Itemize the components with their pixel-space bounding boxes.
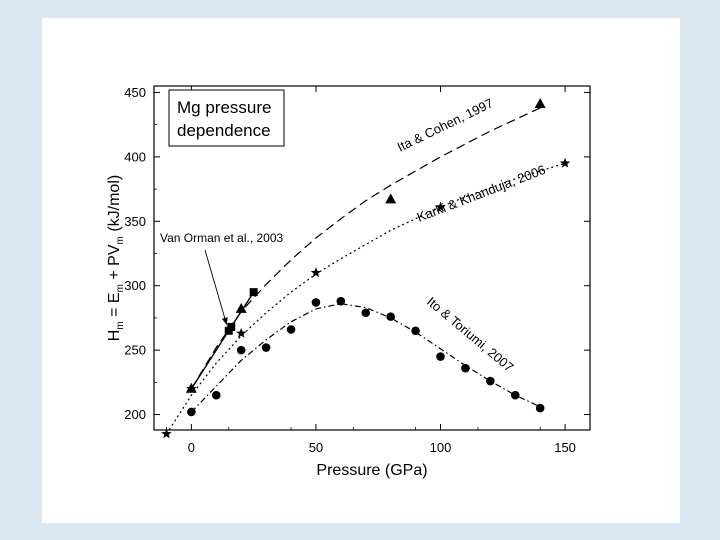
y-label-h: H bbox=[106, 330, 123, 342]
data-point-circle bbox=[261, 343, 271, 352]
y-label-eq: = E bbox=[106, 292, 123, 321]
slide-background: 0 50 100 150 200 250 300 350 400 450 Mg pressure … bbox=[42, 18, 680, 523]
y-label-h-sub: m bbox=[115, 321, 126, 329]
series-markers bbox=[161, 98, 571, 439]
y-tick-label: 200 bbox=[124, 407, 146, 422]
y-axis-label: Hm = Em + PVm (kJ/mol) bbox=[106, 175, 126, 341]
data-point-circle bbox=[386, 312, 395, 321]
data-point-star bbox=[310, 267, 322, 278]
series-line bbox=[190, 107, 541, 390]
x-tick-label: 0 bbox=[188, 440, 195, 455]
x-tick-label: 50 bbox=[309, 440, 323, 455]
y-label-unit: (kJ/mol) bbox=[106, 175, 123, 236]
data-point-square bbox=[227, 322, 236, 331]
data-point-star bbox=[236, 327, 247, 338]
data-point-circle bbox=[336, 296, 346, 306]
data-point-circle bbox=[461, 363, 470, 373]
annotation-van-orman: Van Orman et al., 2003 bbox=[160, 231, 284, 245]
series-line bbox=[165, 162, 566, 435]
annotation-ito-toriumi: Ito & Toriumi, 2007 bbox=[424, 294, 516, 375]
title-line-1: Mg pressure bbox=[177, 98, 271, 117]
data-point-triangle bbox=[534, 98, 546, 109]
data-point-circle bbox=[486, 376, 495, 386]
y-label-e-sub: m bbox=[115, 284, 126, 292]
x-tick-label: 100 bbox=[430, 440, 452, 455]
series-line bbox=[190, 303, 541, 413]
y-label-v-sub: m bbox=[115, 236, 126, 244]
data-point-circle bbox=[187, 407, 196, 417]
data-point-triangle bbox=[385, 193, 397, 204]
data-point-star bbox=[186, 383, 197, 394]
data-point-circle bbox=[286, 325, 296, 334]
data-point-circle bbox=[211, 390, 221, 400]
data-point-circle bbox=[361, 308, 371, 318]
data-point-star bbox=[435, 201, 446, 212]
y-tick-label: 250 bbox=[124, 343, 146, 358]
series-line bbox=[190, 291, 255, 390]
title-line-2: dependence bbox=[177, 121, 271, 140]
data-point-circle bbox=[311, 298, 321, 307]
data-point-circle bbox=[510, 390, 520, 400]
data-point-star bbox=[161, 428, 172, 439]
annotation-karki-khanduja: Karki & Khanduja, 2006 bbox=[415, 162, 548, 225]
data-point-square bbox=[249, 288, 258, 297]
y-tick-label: 450 bbox=[124, 85, 146, 100]
annotation-arrow-line bbox=[204, 249, 228, 325]
axis-ticks: 0 50 100 150 200 250 300 350 400 450 bbox=[124, 85, 590, 455]
x-axis-label: Pressure (GPa) bbox=[316, 462, 427, 479]
y-tick-label: 300 bbox=[124, 278, 146, 293]
data-point-triangle bbox=[235, 302, 247, 313]
title-box bbox=[168, 89, 285, 147]
data-point-star bbox=[559, 157, 571, 168]
data-point-circle bbox=[535, 403, 545, 413]
data-point-circle bbox=[236, 345, 246, 355]
y-label-plus: + PV bbox=[106, 244, 123, 284]
annotation-arrowhead bbox=[221, 317, 228, 325]
series-curves bbox=[165, 107, 566, 435]
y-tick-label: 350 bbox=[124, 214, 146, 229]
plot-frame bbox=[153, 85, 591, 431]
y-tick-label: 400 bbox=[124, 149, 146, 164]
x-tick-label: 150 bbox=[554, 440, 576, 455]
data-point-circle bbox=[411, 326, 420, 336]
annotation-ita-cohen: Ita & Cohen, 1997 bbox=[395, 95, 496, 154]
data-point-circle bbox=[436, 352, 445, 361]
